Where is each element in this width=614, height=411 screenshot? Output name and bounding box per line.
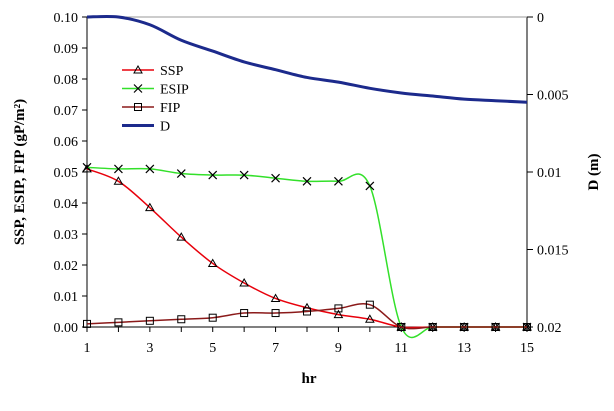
data-point-ssp: [82, 163, 92, 173]
y-tick-label-right: 0.015: [537, 244, 569, 259]
x-tick-label: 15: [520, 341, 534, 356]
y-tick-label-right: 0.005: [537, 89, 569, 104]
data-point-esip: [365, 181, 375, 191]
y-tick-label-left: 0.07: [54, 104, 79, 119]
y-tick-label-right: 0: [537, 11, 544, 26]
y-axis-label-right: D (m): [586, 153, 602, 190]
y-tick-label-left: 0.09: [54, 42, 79, 57]
data-point-ssp: [207, 258, 218, 267]
y-tick-label-left: 0.08: [54, 73, 79, 88]
data-point-ssp: [239, 277, 250, 287]
legend-label-fip: FIP: [160, 101, 180, 116]
data-point-fip: [240, 309, 249, 318]
data-point-esip: [302, 176, 312, 186]
x-tick-label: 13: [457, 341, 471, 356]
x-tick-label: 5: [209, 341, 216, 356]
series-line-d: [86, 14, 528, 104]
data-point-esip: [176, 169, 186, 178]
data-point-esip: [114, 164, 123, 174]
data-point-esip: [82, 162, 92, 172]
y-tick-label-left: 0.05: [54, 166, 79, 181]
series-line-fip: [86, 303, 527, 330]
legend-label-ssp: SSP: [160, 64, 184, 79]
data-point-esip: [271, 173, 280, 183]
data-point-fip: [491, 323, 500, 331]
data-point-ssp: [364, 314, 375, 323]
legend-marker-fip: [134, 103, 142, 111]
x-tick-label: 3: [146, 341, 153, 356]
x-tick-label: 7: [272, 341, 279, 356]
data-point-esip: [208, 170, 218, 180]
data-point-ssp: [144, 202, 155, 212]
data-point-ssp: [270, 293, 281, 302]
y-tick-label-left: 0.02: [54, 259, 79, 274]
x-tick-label: 1: [84, 341, 91, 356]
y-tick-label-left: 0.01: [54, 290, 79, 305]
data-point-fip: [145, 316, 154, 325]
data-point-ssp: [176, 232, 187, 241]
data-point-fip: [271, 309, 280, 318]
data-point-fip: [365, 300, 374, 309]
data-point-esip: [239, 170, 249, 180]
data-point-fip: [114, 318, 123, 327]
legend-label-d: D: [160, 120, 170, 135]
legend-marker-ssp: [133, 64, 143, 74]
y-tick-label-left: 0.00: [54, 321, 79, 336]
data-point-fip: [523, 323, 531, 331]
y-tick-label-left: 0.10: [54, 11, 79, 26]
data-point-fip: [303, 307, 311, 316]
y-tick-label-left: 0.06: [54, 135, 79, 150]
legend-marker-esip: [133, 84, 143, 93]
legend-label-esip: ESIP: [160, 83, 189, 98]
data-point-fip: [83, 319, 91, 328]
y-tick-label-right: 0.02: [537, 321, 562, 336]
x-tick-label: 9: [335, 341, 342, 356]
data-point-fip: [460, 323, 469, 331]
data-point-fip: [177, 315, 186, 324]
y-tick-label-left: 0.03: [54, 228, 79, 243]
data-point-esip: [334, 176, 343, 186]
data-point-fip: [397, 323, 406, 331]
y-axis-label-left: SSP, ESIP, FIP (gP/m²): [12, 99, 28, 245]
y-tick-label-right: 0.01: [537, 166, 562, 181]
y-tick-label-left: 0.04: [54, 197, 79, 212]
data-point-fip: [428, 323, 437, 331]
x-axis-label: hr: [302, 371, 317, 387]
data-point-ssp: [113, 176, 124, 185]
x-tick-label: 11: [395, 341, 408, 356]
data-point-esip: [145, 164, 155, 174]
data-point-fip: [208, 313, 217, 322]
data-point-ssp: [333, 309, 344, 319]
data-point-fip: [334, 304, 343, 313]
